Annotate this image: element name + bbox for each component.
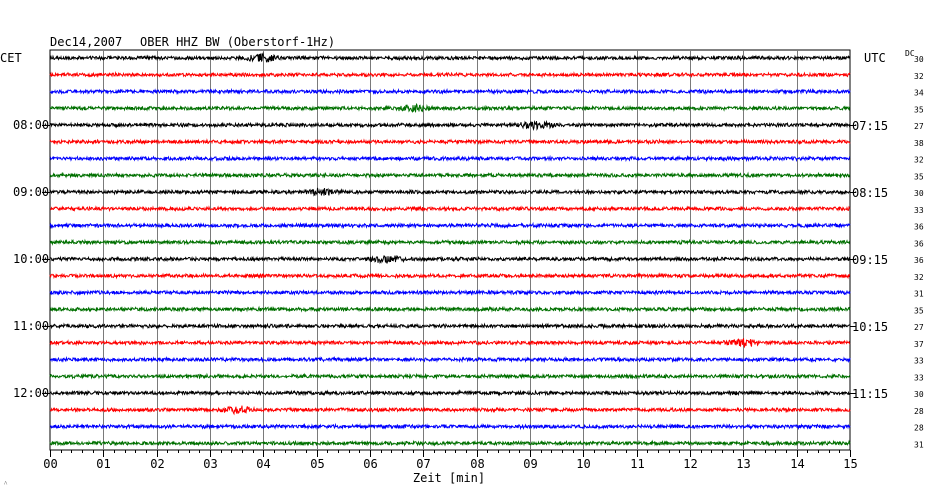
dc-value: 32 (914, 72, 924, 81)
trace-line (49, 138, 851, 146)
trace-line (49, 439, 851, 447)
trace-line (49, 405, 851, 416)
left-time-label: 08:00 (13, 118, 49, 132)
dc-value: 28 (914, 407, 924, 416)
dc-value: 34 (914, 89, 924, 98)
dc-value: 31 (914, 290, 924, 299)
x-tick-label: 14 (790, 457, 804, 471)
chart-station: OBER HHZ BW (Oberstorf-1Hz) (140, 35, 335, 49)
dc-value: 33 (914, 373, 924, 382)
trace-line (49, 288, 851, 297)
x-tick-label: 02 (150, 457, 164, 471)
x-tick-label: 09 (523, 457, 537, 471)
trace-line (49, 171, 851, 179)
dc-value: 35 (914, 306, 924, 315)
x-tick-label: 11 (630, 457, 644, 471)
left-timezone-label: CET (0, 51, 22, 65)
trace-line (49, 254, 851, 265)
dc-value: 36 (914, 239, 924, 248)
trace-line (49, 154, 851, 163)
right-time-label: 10:15 (852, 320, 888, 334)
x-tick-label: 06 (363, 457, 377, 471)
dc-value: 32 (914, 156, 924, 165)
trace-line (49, 389, 851, 397)
x-axis-title: Zeit [min] (413, 471, 485, 485)
x-tick-label: 12 (683, 457, 697, 471)
right-timezone-label: UTC (864, 51, 886, 65)
traces (49, 51, 851, 447)
x-tick-label: 15 (843, 457, 857, 471)
trace-line (49, 187, 851, 197)
trace-line (49, 422, 851, 431)
x-tick-label: 13 (736, 457, 750, 471)
dc-value: 35 (914, 105, 924, 114)
x-tick-label: 00 (43, 457, 57, 471)
left-time-label: 10:00 (13, 252, 49, 266)
trace-line (50, 355, 851, 364)
x-tick-label: 10 (576, 457, 590, 471)
dc-value: 30 (914, 189, 924, 198)
dc-value: 27 (914, 122, 924, 131)
x-tick-label: 07 (416, 457, 430, 471)
trace-line (49, 205, 851, 213)
trace-line (49, 71, 851, 79)
dc-column-label: DC (905, 49, 915, 58)
dc-value: 28 (914, 424, 924, 433)
dc-value: 36 (914, 256, 924, 265)
trace-line (49, 119, 851, 131)
dc-value: 27 (914, 323, 924, 332)
left-time-label: 12:00 (13, 386, 49, 400)
x-tick-label: 05 (310, 457, 324, 471)
trace-line (49, 372, 851, 380)
left-time-label: 09:00 (13, 185, 49, 199)
trace-line (49, 272, 851, 280)
left-time-label: 11:00 (13, 319, 49, 333)
dc-value: 30 (914, 390, 924, 399)
trace-line (49, 221, 851, 230)
trace-line (49, 322, 851, 330)
dc-value: 32 (914, 273, 924, 282)
x-tick-label: 08 (470, 457, 484, 471)
x-tick-label: 04 (256, 457, 270, 471)
trace-line (49, 338, 851, 349)
trace-line (49, 51, 851, 63)
trace-line (49, 87, 851, 96)
x-tick-label: 03 (203, 457, 217, 471)
trace-line (49, 305, 851, 313)
right-time-label: 09:15 (852, 253, 888, 267)
dc-value: 36 (914, 223, 924, 232)
dc-value: 35 (914, 172, 924, 181)
time-labels: 30 32 34 35 27 08:00 07:15 38 32 35 30 09:00 08:15 33… (13, 55, 924, 449)
x-tick-label: 01 (96, 457, 110, 471)
dc-value: 33 (914, 357, 924, 366)
dc-value: 30 (914, 55, 924, 64)
trace-line (49, 102, 851, 113)
right-time-label: 07:15 (852, 119, 888, 133)
chart-date: Dec14,2007 (50, 35, 122, 49)
dc-value: 37 (914, 340, 924, 349)
x-axis: 00 01 02 03 04 05 06 07 08 09 10 11 12 13 14 15 (43, 450, 858, 471)
dc-value: 33 (914, 206, 924, 215)
plot-frame (49, 49, 851, 451)
right-time-label: 08:15 (852, 186, 888, 200)
right-time-label: 11:15 (852, 387, 888, 401)
trace-line (49, 238, 850, 246)
corner-mark: ^ (4, 480, 8, 488)
dc-value: 31 (914, 440, 924, 449)
dc-value: 38 (914, 139, 924, 148)
grid (49, 49, 851, 451)
